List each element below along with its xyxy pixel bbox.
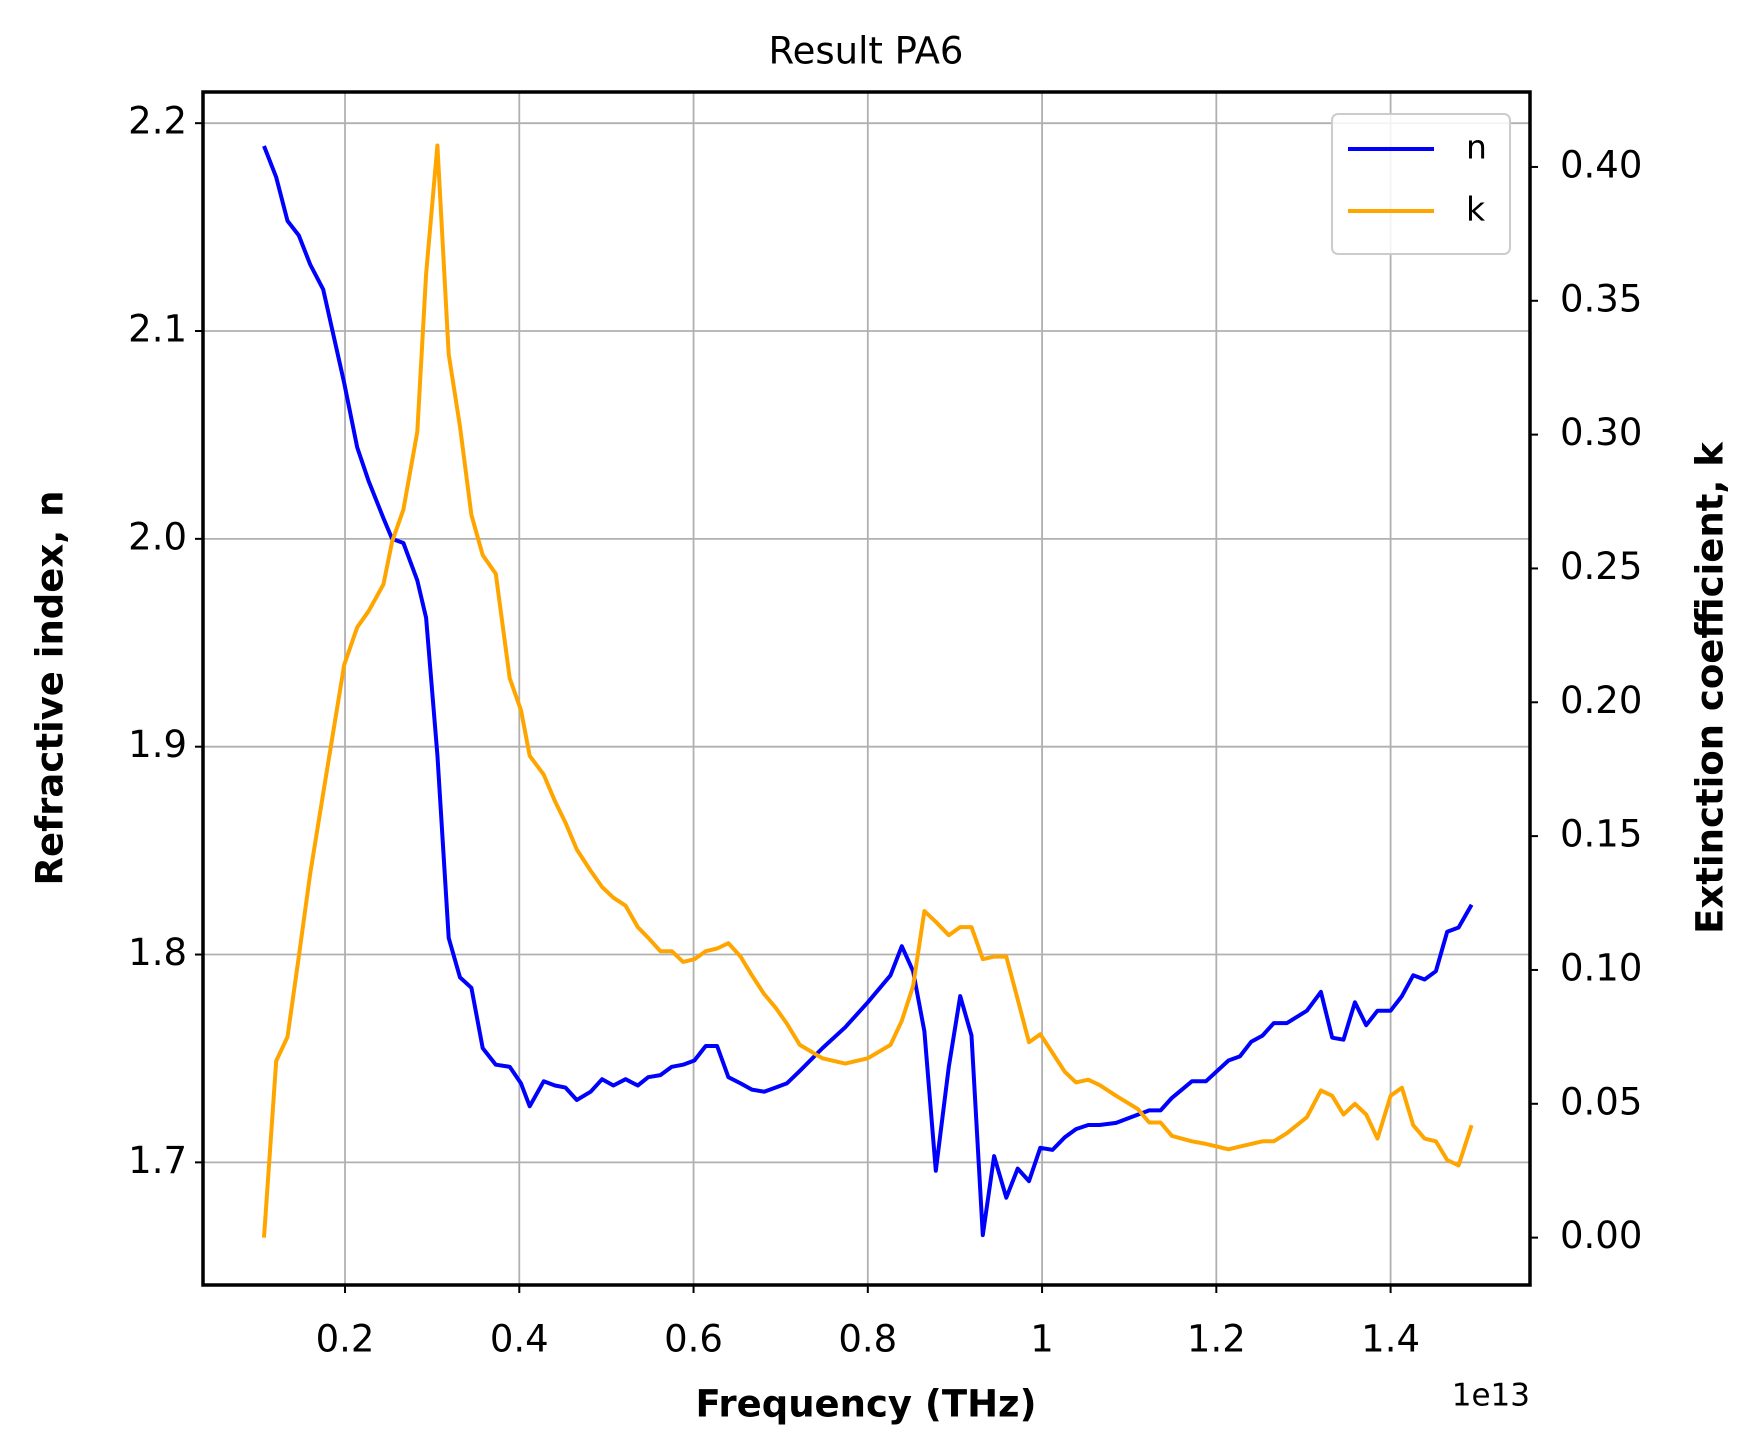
y-tick-label: 2.0 [128, 515, 187, 558]
x-tick-label: 1.2 [1187, 1318, 1246, 1361]
x-axis-label: Frequency (THz) [695, 1383, 1036, 1426]
x-tick-label: 1.4 [1361, 1318, 1420, 1361]
plot-frame [201, 90, 1532, 1287]
y2-tick-label: 0.25 [1560, 545, 1642, 588]
y2-axis-label: Extinction coefficient, k [1689, 441, 1732, 934]
y2-tick-label: 0.10 [1560, 946, 1642, 989]
x-tick-label: 0.8 [838, 1318, 897, 1361]
y-tick-label: 1.7 [128, 1139, 187, 1182]
legend-label: k [1466, 190, 1486, 229]
x-tick-label: 1 [1030, 1318, 1054, 1361]
x-tick-label: 0.4 [490, 1318, 549, 1361]
legend: nk [1331, 113, 1511, 255]
x-tick-label: 0.6 [664, 1318, 723, 1361]
y2-tick-label: 0.15 [1560, 813, 1642, 856]
chart-title: Result PA6 [769, 30, 964, 73]
line-n [262, 145, 1474, 1238]
line-k [262, 143, 1474, 1238]
y2-tick-label: 0.05 [1560, 1080, 1642, 1123]
y2-tick-label: 0.40 [1560, 143, 1642, 186]
x-offset-label: 1e13 [1452, 1378, 1530, 1414]
y-tick-label: 1.8 [128, 931, 187, 974]
y-axis-label: Refractive index, n [29, 490, 72, 885]
y2-tick-label: 0.30 [1560, 411, 1642, 454]
legend-label: n [1466, 128, 1487, 167]
y-tick-label: 1.9 [128, 723, 187, 766]
y-tick-label: 2.1 [128, 308, 187, 351]
y2-tick-label: 0.00 [1560, 1214, 1642, 1257]
y2-tick-label: 0.35 [1560, 277, 1642, 320]
x-tick-label: 0.2 [316, 1318, 375, 1361]
y-tick-label: 2.2 [128, 100, 187, 143]
y2-tick-label: 0.20 [1560, 679, 1642, 722]
